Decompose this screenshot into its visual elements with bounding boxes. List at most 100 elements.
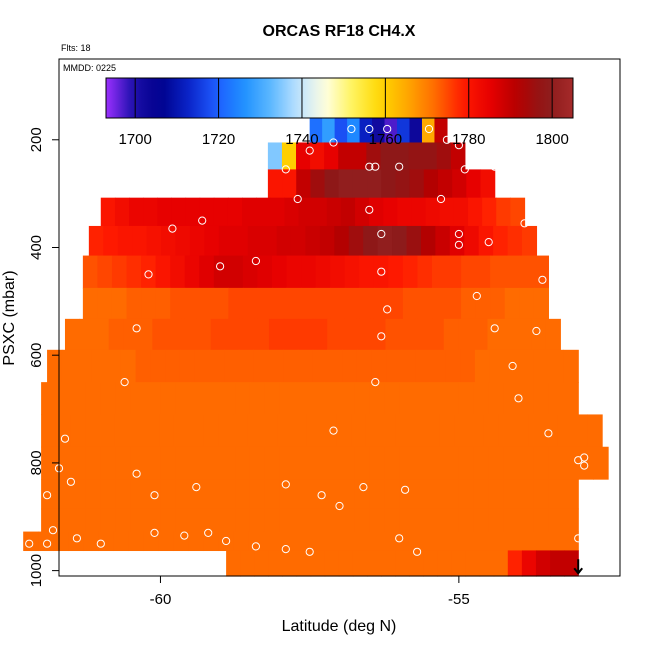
heatmap-cell — [338, 169, 354, 199]
observation-point — [424, 124, 434, 134]
heatmap-cell — [301, 287, 317, 320]
heatmap-cell — [270, 197, 285, 227]
heatmap-cell — [503, 479, 520, 510]
heatmap-cell — [171, 197, 187, 227]
observation-point — [281, 545, 290, 554]
heatmap-cell — [365, 414, 382, 448]
heatmap-cells — [23, 118, 609, 577]
heatmap-cell — [369, 446, 385, 480]
observation-point — [395, 162, 404, 171]
heatmap-cell — [429, 318, 445, 351]
observation-point — [329, 138, 338, 147]
heatmap-cell — [190, 446, 206, 480]
observation-point — [281, 165, 290, 174]
heatmap-cell — [482, 197, 497, 227]
observation-point — [204, 528, 213, 538]
observation-point — [460, 165, 469, 174]
observation-point — [520, 219, 529, 228]
observation-point — [383, 124, 392, 134]
x-axis-label: Latitude (deg N) — [282, 618, 397, 635]
heatmap-cell — [429, 508, 445, 533]
heatmap-cell — [432, 255, 448, 289]
observation-point — [377, 332, 386, 341]
heatmap-cell — [225, 318, 241, 351]
heatmap-cell — [369, 382, 385, 416]
heatmap-cell — [315, 287, 331, 320]
heatmap-cell — [203, 414, 219, 448]
heatmap-cell — [384, 118, 398, 144]
observation-point — [317, 491, 326, 500]
heatmap-cell — [294, 446, 311, 480]
heatmap-cell — [100, 446, 117, 480]
heatmap-cell — [352, 142, 367, 170]
heatmap-cell — [324, 508, 341, 533]
observation-point — [359, 483, 368, 492]
heatmap-cell — [354, 382, 370, 416]
heatmap-cell — [488, 508, 505, 533]
heatmap-cell — [70, 414, 86, 448]
heatmap-cell — [175, 508, 191, 533]
heatmap-cell — [548, 479, 564, 510]
observation-point — [96, 539, 105, 548]
heatmap-cell — [503, 531, 519, 552]
heatmap-cell — [503, 382, 520, 416]
observation-point — [347, 124, 356, 134]
heatmap-cell — [145, 446, 162, 480]
heatmap-cell — [437, 550, 453, 577]
heatmap-cell — [409, 118, 423, 144]
heatmap-cell — [443, 508, 460, 533]
heatmap-cell — [120, 349, 137, 383]
heatmap-cell — [145, 479, 162, 510]
heatmap-cell — [518, 382, 535, 416]
heatmap-cell — [159, 414, 175, 448]
heatmap-cell — [450, 142, 466, 170]
heatmap-cell — [227, 197, 243, 227]
heatmap-cell — [330, 287, 346, 320]
heatmap-cell — [519, 287, 535, 320]
heatmap-cell — [548, 382, 564, 416]
heatmap-cell — [386, 349, 402, 383]
heatmap-cell — [446, 287, 462, 320]
heatmap-cell — [414, 446, 430, 480]
heatmap-cell — [249, 508, 266, 533]
heatmap-cell — [352, 169, 368, 199]
heatmap-cell — [130, 508, 147, 533]
heatmap-cell — [383, 531, 399, 552]
colorbar-tick-label: 1720 — [202, 131, 235, 148]
heatmap-cell — [98, 531, 114, 552]
heatmap-cell — [279, 479, 296, 510]
observation-point — [132, 324, 141, 333]
heatmap-cell — [473, 531, 489, 552]
observation-point — [490, 324, 499, 333]
heatmap-cell — [113, 531, 129, 552]
heatmap-cell — [518, 508, 535, 533]
heatmap-cell — [336, 414, 352, 448]
observation-point — [371, 378, 380, 387]
heatmap-cell — [326, 197, 342, 227]
heatmap-cell — [175, 446, 191, 480]
heatmap-cell — [388, 255, 404, 289]
heatmap-cell — [100, 508, 117, 533]
heatmap-cell — [383, 197, 398, 227]
observation-point — [484, 238, 493, 247]
heatmap-cell — [85, 479, 102, 510]
heatmap-cell — [100, 479, 117, 510]
heatmap-cell — [369, 479, 385, 510]
heatmap-cell — [452, 169, 467, 199]
heatmap-cell — [324, 169, 340, 199]
heatmap-cell — [548, 508, 564, 533]
heatmap-cell — [399, 446, 415, 480]
heatmap-cell — [528, 414, 544, 448]
heatmap-cell — [189, 225, 205, 257]
heatmap-cell — [158, 531, 174, 552]
heatmap-cell — [268, 318, 285, 351]
heatmap-cell — [41, 414, 57, 448]
heatmap-cell — [435, 225, 451, 257]
heatmap-cell — [359, 255, 375, 289]
heatmap-cell — [218, 225, 234, 257]
heatmap-cell — [56, 382, 72, 416]
heatmap-cell — [341, 318, 357, 351]
heatmap-cell — [395, 169, 411, 199]
heatmap-cell — [173, 414, 190, 448]
heatmap-cell — [204, 225, 220, 257]
